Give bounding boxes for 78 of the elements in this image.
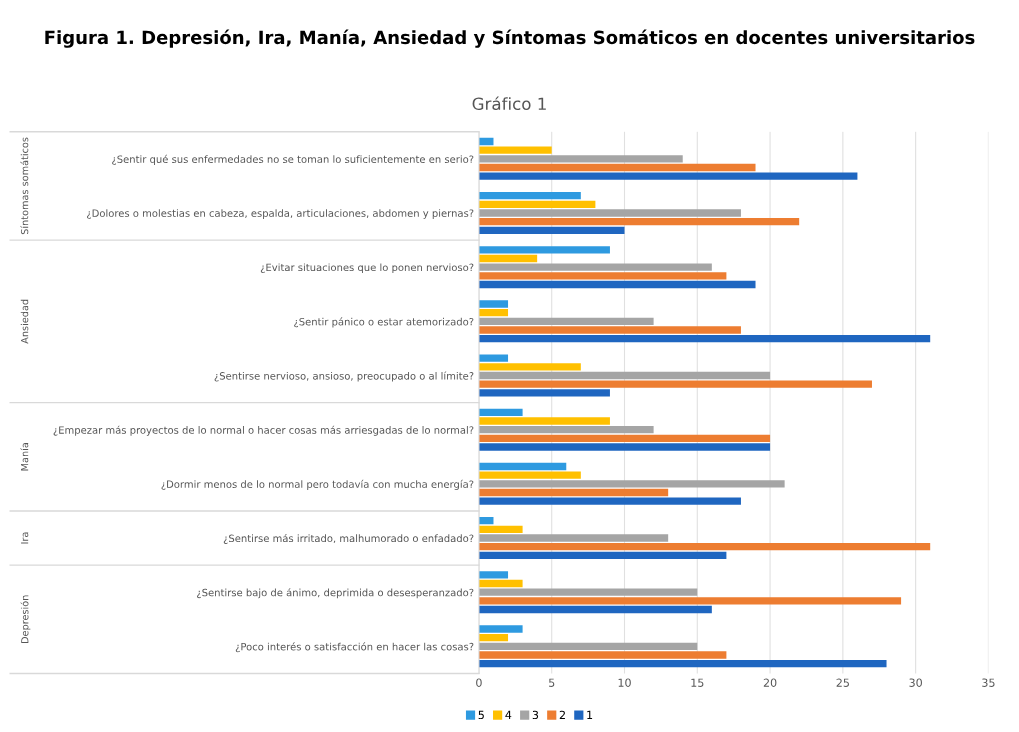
bar xyxy=(478,408,523,417)
x-tick-label: 5 xyxy=(549,678,555,687)
bar xyxy=(478,246,610,254)
bar xyxy=(478,588,698,596)
bar xyxy=(478,426,654,434)
x-tick-label: 25 xyxy=(836,678,849,687)
bar xyxy=(478,146,552,154)
bar xyxy=(478,172,858,180)
y-tick-label: ¿Sentir pánico o estar atemorizado? xyxy=(294,317,474,328)
bar xyxy=(478,642,698,651)
x-tick-label: 20 xyxy=(763,678,777,687)
bar xyxy=(478,326,741,334)
bar xyxy=(478,209,741,217)
bar xyxy=(478,254,538,263)
y-tick-label: ¿Empezar más proyectos de lo normal o hacer cosas más arriesgadas de lo normal? xyxy=(53,425,474,436)
bar xyxy=(478,272,727,280)
text: Depresión xyxy=(20,595,31,643)
y-tick-label: ¿Dolores o molestias en cabeza, espalda, articulaciones, abdomen y piernas? xyxy=(87,209,474,219)
legend-label: 5 xyxy=(478,710,484,720)
bar xyxy=(478,389,610,397)
y-tick-label: ¿Sentir qué sus enfermedades no se toman lo suficientemente en serio? xyxy=(112,154,474,165)
x-tick-label: 30 xyxy=(909,678,922,687)
bar xyxy=(478,543,931,551)
chart-title: Figura 1. Depresión, Ira, Manía, Ansiedad y Síntomas Somáticos en docentes universitarios xyxy=(45,29,975,48)
text: Ansiedad xyxy=(20,299,29,344)
bar xyxy=(478,371,771,380)
bar xyxy=(478,226,625,235)
bar xyxy=(478,300,509,308)
bar xyxy=(478,660,887,668)
bar xyxy=(478,417,610,425)
y-tick-label: ¿Evitar situaciones que lo ponen nervioso? xyxy=(260,263,474,274)
legend-label: 1 xyxy=(587,710,593,719)
legend-label: 2 xyxy=(559,710,565,719)
text: Síntomas somáticos xyxy=(20,137,29,235)
legend-label: 4 xyxy=(505,710,512,719)
y-tick-label: ¿Poco interés o satisfacción en hacer las cosas? xyxy=(235,642,474,653)
bar xyxy=(478,155,683,163)
bar xyxy=(478,634,509,642)
text: Manía xyxy=(20,443,29,471)
bar xyxy=(478,335,931,343)
bar xyxy=(478,218,800,226)
bar xyxy=(478,579,523,588)
bar xyxy=(478,651,727,659)
bar xyxy=(478,525,523,534)
bar xyxy=(478,434,771,443)
y-tick-label: ¿Sentirse nervioso, ansioso, preocupado o al límite? xyxy=(214,371,474,382)
bar xyxy=(478,497,741,505)
bar xyxy=(478,471,581,479)
bar xyxy=(478,163,756,172)
bar xyxy=(478,571,509,579)
text: Ira xyxy=(21,532,29,544)
bar xyxy=(478,317,654,326)
bar xyxy=(478,480,785,488)
y-tick-label: ¿Dormir menos de lo normal pero todavía con mucha energía? xyxy=(161,479,474,490)
bar xyxy=(478,363,581,371)
x-tick-label: 10 xyxy=(618,678,631,687)
y-tick-label: ¿Sentirse más irritado, malhumorado o enfadado? xyxy=(223,533,474,544)
chart-subtitle: Gráfico 1 xyxy=(472,96,546,111)
bar xyxy=(478,597,902,605)
bar xyxy=(478,605,712,614)
bar xyxy=(478,488,669,497)
x-tick-label: 0 xyxy=(476,678,482,687)
bar xyxy=(478,263,712,271)
x-tick-label: 15 xyxy=(691,678,704,687)
bar xyxy=(478,191,581,200)
legend-label: 3 xyxy=(532,710,539,720)
bar xyxy=(478,443,771,451)
bar xyxy=(478,309,509,317)
bar xyxy=(478,354,509,362)
bar xyxy=(478,280,756,289)
x-tick-label: 35 xyxy=(982,678,995,687)
bar xyxy=(478,625,523,633)
bar xyxy=(478,380,872,388)
bar xyxy=(478,551,727,560)
y-tick-label: ¿Sentirse bajo de ánimo, deprimida o desesperanzado? xyxy=(197,588,474,599)
bar xyxy=(478,200,596,209)
bar xyxy=(478,462,567,471)
bar xyxy=(478,534,669,542)
